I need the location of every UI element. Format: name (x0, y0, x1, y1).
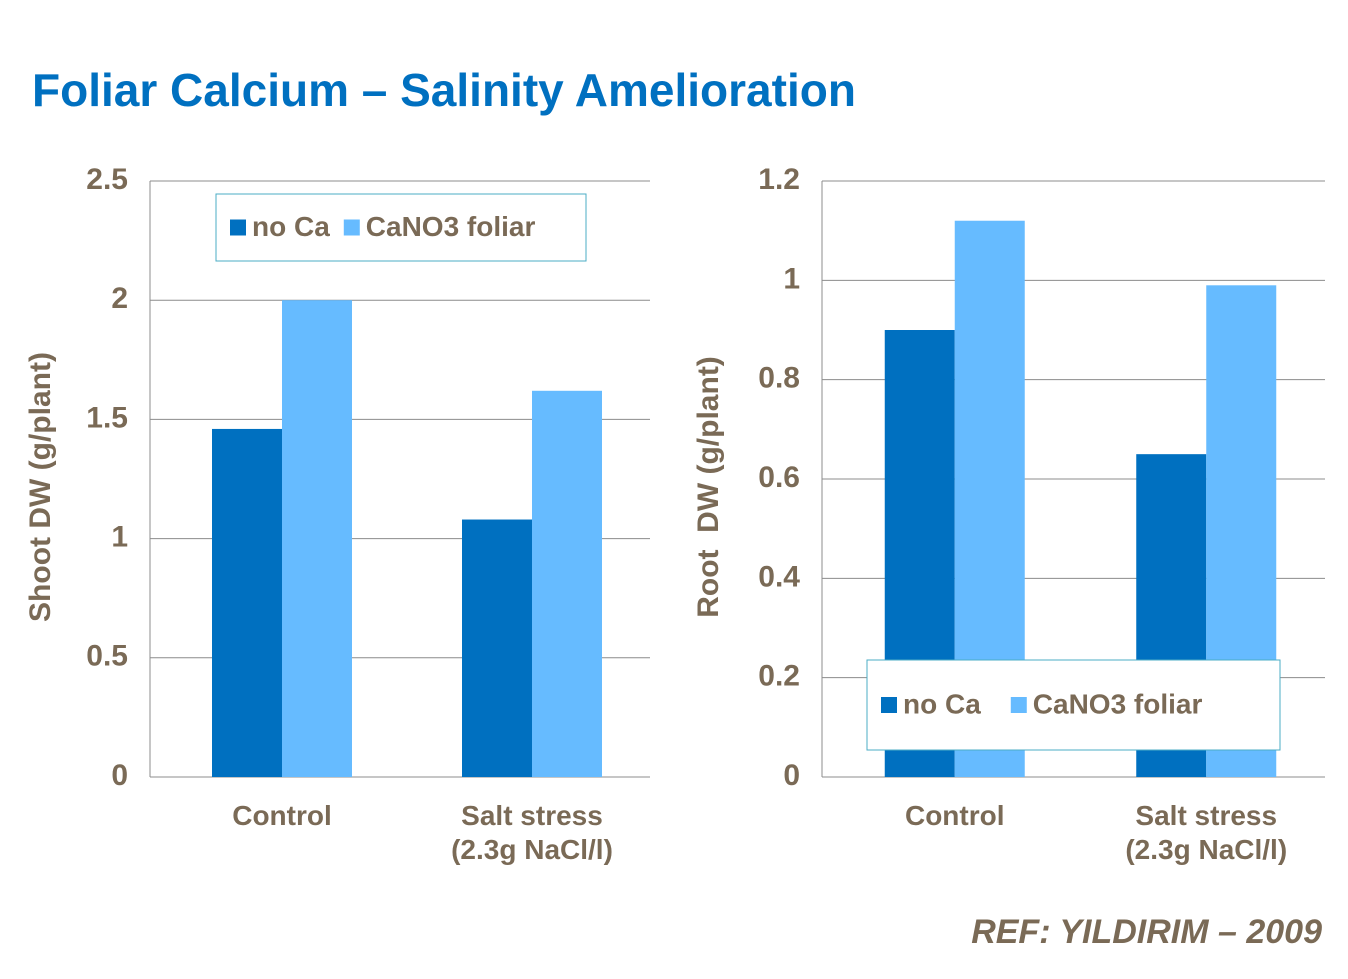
y-tick-label: 0.6 (758, 461, 800, 494)
y-tick-label: 0.2 (758, 660, 800, 693)
y-axis-label: Shoot DW (g/plant) (24, 352, 57, 622)
bar (462, 519, 532, 777)
y-tick-label: 2 (111, 282, 128, 315)
legend-box (215, 193, 587, 262)
y-tick-label: 0 (111, 759, 128, 792)
y-tick-label: 0.5 (86, 640, 128, 673)
y-axis-label: Root DW (g/plant) (692, 356, 725, 618)
y-tick-label: 1 (111, 521, 128, 554)
y-tick-label: 1.5 (86, 401, 128, 434)
y-tick-label: 0.4 (758, 560, 800, 593)
y-tick-label: 1 (783, 262, 800, 295)
legend-swatch (881, 697, 897, 713)
x-tick-label: Salt stress (2.3g NaCl/l) (1125, 800, 1288, 865)
bar (532, 390, 602, 777)
legend-swatch (343, 219, 360, 236)
x-tick-label: Control (904, 800, 1005, 831)
legend-label: CaNO3 foliar (1033, 688, 1203, 719)
legend-swatch (1010, 697, 1027, 713)
y-tick-label: 0 (783, 759, 800, 792)
legend-swatch (230, 219, 246, 236)
reference: REF: YILDIRIM – 2009 (971, 913, 1322, 951)
y-tick-label: 0.8 (758, 362, 800, 395)
slide-title: Foliar Calcium – Salinity Amelioration (32, 64, 856, 116)
legend-label: CaNO3 foliar (366, 211, 536, 242)
bar (212, 428, 282, 777)
legend-label: no Ca (252, 211, 330, 242)
x-tick-label: Control (232, 800, 332, 831)
bar (282, 300, 352, 777)
y-tick-label: 2.5 (86, 163, 128, 196)
x-tick-label: Salt stress (2.3g NaCl/l) (451, 800, 613, 865)
legend-label: no Ca (903, 688, 981, 719)
y-tick-label: 1.2 (758, 163, 800, 196)
legend-box (866, 659, 1281, 751)
